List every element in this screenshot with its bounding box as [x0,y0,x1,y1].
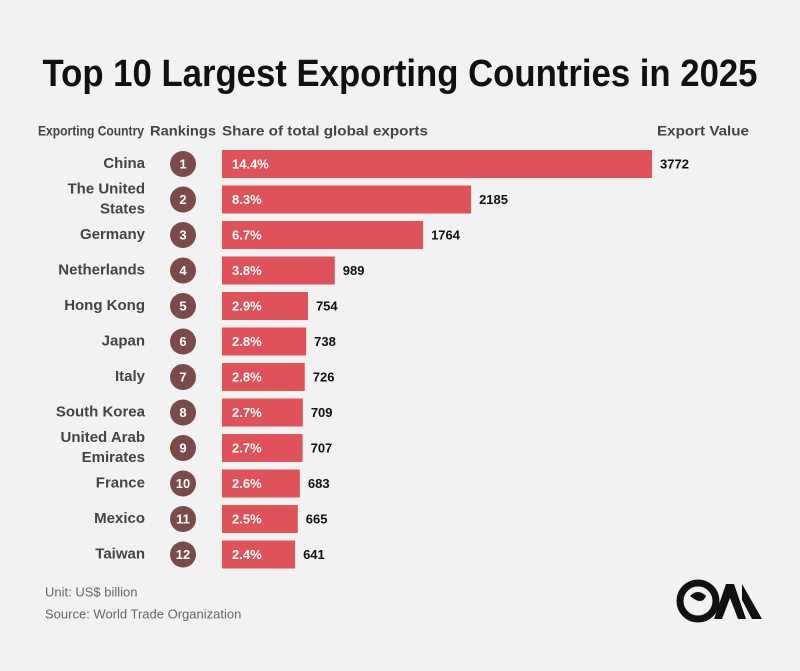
value-label: 726 [313,369,335,384]
rank-badge [170,293,196,319]
rank-label: 1 [179,156,186,171]
value-label: 665 [306,511,328,526]
rank-badge [170,151,196,177]
value-label: 707 [311,440,333,455]
rank-label: 2 [179,192,186,207]
rank-badge [170,470,196,497]
category-label: The United States [68,180,146,217]
value-label: 683 [308,476,330,491]
value-label: 709 [311,405,333,420]
category-label: Germany [80,226,146,243]
category-label: South Korea [56,403,146,420]
share-label: 2.8% [232,334,262,349]
category-label: Mexico [94,510,145,527]
rank-badge [170,541,196,568]
rank-label: 11 [176,511,190,526]
rank-badge [170,328,196,355]
category-label: Italy [115,368,146,385]
share-label: 2.9% [232,298,262,313]
category-label: Netherlands [58,261,145,278]
rank-label: 4 [179,263,187,278]
rank-badge [170,435,196,461]
header: Rankings [150,123,216,139]
header: Share of total global exports [222,123,428,139]
rank-label: 5 [179,298,186,313]
bar [222,469,300,498]
bar [222,434,303,462]
rank-label: 12 [176,547,190,562]
bar [222,540,296,569]
bar [222,327,307,356]
category-label: Japan [102,332,145,349]
rank-badge [170,506,196,532]
rank-label: 3 [179,227,186,242]
category-label: Taiwan [95,545,145,562]
value-label: 738 [314,334,336,349]
share-label: 2.4% [232,547,262,562]
chart-title: Top 10 Largest Exporting Countries in 20… [43,53,758,95]
rank-label: 9 [179,440,186,455]
rank-badge [170,257,196,284]
rank-badge [170,364,196,390]
rank-badge [170,186,196,213]
category-label: Hong Kong [64,297,145,314]
share-label: 2.8% [232,369,262,384]
share-label: 2.7% [232,440,262,455]
source-note: Source: World Trade Organization [45,606,241,621]
share-label: 3.8% [232,263,262,278]
value-label: 3772 [660,156,689,171]
bar [222,256,335,285]
value-label: 989 [343,263,365,278]
rank-label: 8 [179,405,186,420]
category-label: France [96,474,145,491]
value-label: 754 [316,298,338,313]
category-label: United Arab Emirates [61,429,145,466]
value-label: 641 [303,547,325,562]
share-label: 14.4% [232,156,269,171]
bar [222,185,472,214]
rank-badge [170,222,196,248]
share-label: 2.7% [232,405,262,420]
category-label: China [103,155,145,172]
bar [222,505,298,533]
value-label: 1764 [431,227,461,242]
rank-label: 7 [179,369,186,384]
share-label: 6.7% [232,227,262,242]
unit-note: Unit: US$ billion [45,584,138,599]
share-label: 2.5% [232,511,262,526]
bar [222,221,424,249]
share-label: 2.6% [232,476,262,491]
rank-label: 6 [179,334,186,349]
logo [676,579,762,623]
bar [222,292,308,320]
bar [222,150,652,178]
rank-label: 10 [176,476,190,491]
value-label: 2185 [479,192,508,207]
rank-badge [170,399,196,426]
share-label: 8.3% [232,192,262,207]
bar [222,398,303,427]
header: Exporting Country [38,123,144,139]
header: Export Value [657,123,749,139]
bar [222,363,305,391]
